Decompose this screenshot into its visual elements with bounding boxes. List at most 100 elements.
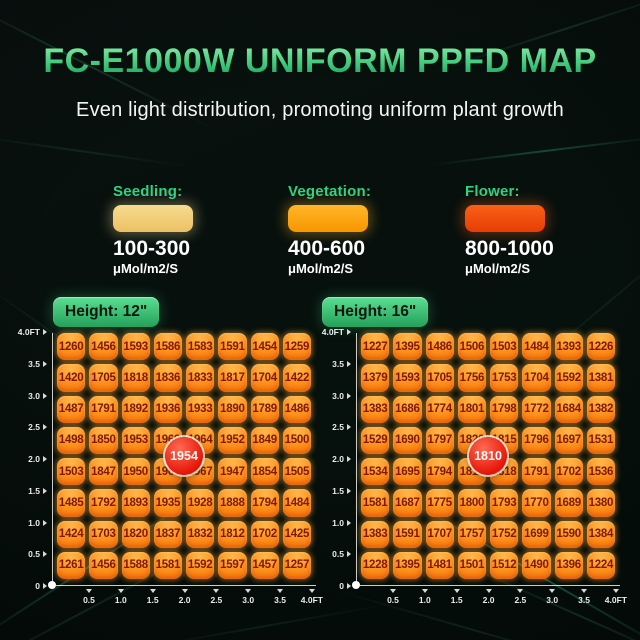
ppfd-cell: 1947: [218, 458, 247, 486]
ppfd-cell: 1792: [89, 489, 118, 517]
ppfd-cell: 1593: [121, 333, 150, 361]
x-axis-tick-label: 0.5: [378, 589, 408, 605]
ppfd-cell: 1591: [218, 333, 247, 361]
ppfd-cell: 1380: [586, 489, 615, 517]
ppfd-cell: 1705: [89, 364, 118, 392]
legend-item-seedling: Seedling: 100-300 μMol/m2/S: [113, 183, 193, 276]
ppfd-cell: 1818: [121, 364, 150, 392]
ppfd-cell: 1536: [586, 458, 615, 486]
ppfd-cell: 1506: [457, 333, 486, 361]
ppfd-cell: 1893: [121, 489, 150, 517]
ppfd-cell: 1686: [393, 395, 422, 423]
ppfd-cell: 1770: [522, 489, 551, 517]
ppfd-cell: 1756: [457, 364, 486, 392]
x-axis-line: [52, 585, 316, 586]
ppfd-cell: 1953: [121, 426, 150, 454]
x-axis-tick-label: 2.0: [474, 589, 504, 605]
y-axis-tick-label: 1.5: [332, 486, 351, 496]
y-axis-tick-label: 4.0FT: [322, 327, 351, 337]
x-axis: 0.5 1.0 1.5 2.0 2.5 3.0 3.5 4.0FT: [378, 589, 631, 605]
x-axis-tick-label: 3.0: [233, 589, 263, 605]
legend-unit: μMol/m2/S: [288, 261, 354, 276]
ppfd-cell: 1512: [490, 551, 519, 579]
ppfd-cell: 1226: [586, 333, 615, 361]
legend-range: 100-300: [113, 237, 191, 260]
ppfd-cell: 1854: [250, 458, 279, 486]
x-axis-line: [356, 585, 620, 586]
ppfd-cell: 1952: [218, 426, 247, 454]
ppfd-cell: 1794: [250, 489, 279, 517]
ppfd-cell: 1791: [522, 458, 551, 486]
ppfd-cell: 1396: [554, 551, 583, 579]
ppfd-cell: 1456: [89, 333, 118, 361]
ppfd-cell: 1259: [282, 333, 311, 361]
ppfd-cell: 1836: [153, 364, 182, 392]
ppfd-cell: 1420: [57, 364, 86, 392]
x-axis-tick-label: 1.0: [106, 589, 136, 605]
x-axis-tick-label: 2.0: [170, 589, 200, 605]
ppfd-cell: 1531: [586, 426, 615, 454]
ppfd-cell: 1833: [186, 364, 215, 392]
ppfd-cell: 1487: [57, 395, 86, 423]
ppfd-cell: 1382: [586, 395, 615, 423]
ppfd-cell: 1592: [186, 551, 215, 579]
ppfd-cell: 1395: [393, 333, 422, 361]
y-axis-tick-label: 3.5: [332, 359, 351, 369]
y-axis-tick-label: 3.5: [28, 359, 47, 369]
x-axis-tick-label: 3.5: [569, 589, 599, 605]
y-axis-tick-label: 2.0: [28, 454, 47, 464]
x-axis: 0.5 1.0 1.5 2.0 2.5 3.0 3.5 4.0FT: [74, 589, 327, 605]
ppfd-cell: 1583: [186, 333, 215, 361]
subtitle: Even light distribution, promoting unifo…: [76, 99, 564, 121]
ppfd-cell: 1789: [250, 395, 279, 423]
ppfd-cell: 1752: [490, 520, 519, 548]
ppfd-cell: 1393: [554, 333, 583, 361]
x-axis-tick-label: 4.0FT: [297, 589, 327, 605]
ppfd-cell: 1505: [282, 458, 311, 486]
y-axis-tick-label: 3.0: [28, 391, 47, 401]
legend-range: 400-600: [288, 237, 366, 260]
ppfd-cell: 1699: [522, 520, 551, 548]
y-axis-line: [52, 333, 53, 585]
x-axis-tick-label: 1.5: [138, 589, 168, 605]
ppfd-cell: 1486: [425, 333, 454, 361]
y-axis-tick-label: 0.5: [332, 549, 351, 559]
ppfd-cell: 1690: [393, 426, 422, 454]
flower-color-swatch: [465, 205, 545, 232]
ppfd-cell: 1820: [121, 520, 150, 548]
legend-unit: μMol/m2/S: [465, 261, 531, 276]
ppfd-cell: 1702: [554, 458, 583, 486]
ppfd-cell: 1702: [250, 520, 279, 548]
peak-value-badge: 1954: [165, 437, 203, 475]
ppfd-cell: 1847: [89, 458, 118, 486]
ppfd-cell: 1484: [282, 489, 311, 517]
ppfd-cell: 1581: [153, 551, 182, 579]
x-axis-tick-label: 3.0: [537, 589, 567, 605]
legend-range: 800-1000: [465, 237, 554, 260]
ppfd-cell: 1588: [121, 551, 150, 579]
ppfd-cell: 1687: [393, 489, 422, 517]
ppfd-cell: 1798: [490, 395, 519, 423]
ppfd-cell: 1800: [457, 489, 486, 517]
ppfd-map-height-12: Height: 12" 4.0FT 3.5 3.0 2.5 2.0 1.5 1.0 0.5 0 …: [0, 290, 330, 638]
ppfd-cell: 1793: [490, 489, 519, 517]
ppfd-cell: 1456: [89, 551, 118, 579]
axis-origin-dot: [352, 581, 360, 589]
ppfd-cell: 1753: [490, 364, 519, 392]
ppfd-cell: 1395: [393, 551, 422, 579]
y-axis-tick-label: 0.5: [28, 549, 47, 559]
ppfd-cell: 1705: [425, 364, 454, 392]
ppfd-cell: 1794: [425, 458, 454, 486]
axis-origin-dot: [48, 581, 56, 589]
x-axis-tick-label: 2.5: [201, 589, 231, 605]
legend-item-flower: Flower: 800-1000 μMol/m2/S: [465, 183, 554, 276]
ppfd-cell: 1837: [153, 520, 182, 548]
legend-item-vegetation: Vegetation: 400-600 μMol/m2/S: [288, 183, 371, 276]
ppfd-cell: 1936: [153, 395, 182, 423]
y-axis-tick-label: 1.0: [332, 518, 351, 528]
legend-label: Seedling:: [113, 183, 183, 200]
ppfd-cell: 1888: [218, 489, 247, 517]
ppfd-cell: 1703: [89, 520, 118, 548]
ppfd-cell: 1486: [282, 395, 311, 423]
